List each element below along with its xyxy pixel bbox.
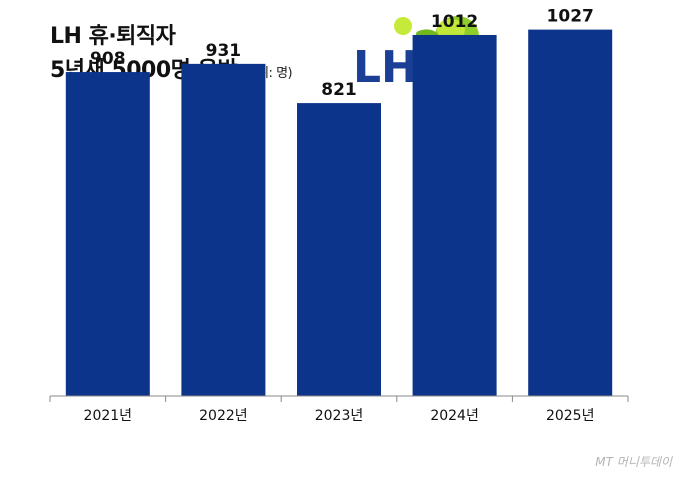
- x-tick-label: 2023년: [315, 408, 364, 424]
- source-credit: MT 머니투데이: [595, 455, 672, 469]
- x-tick-label: 2021년: [84, 408, 133, 424]
- bar-2022년: [181, 63, 266, 396]
- bar-2024년: [412, 34, 497, 397]
- x-tick-label: 2022년: [199, 408, 248, 424]
- bar-2021년: [65, 72, 150, 396]
- x-tick-label: 2025년: [546, 408, 595, 424]
- data-label: 1012: [431, 12, 478, 32]
- chart-title-line1: LH 휴·퇴직자: [50, 24, 176, 49]
- data-label: 908: [90, 49, 126, 69]
- data-label: 931: [206, 41, 242, 61]
- bar-2025년: [528, 29, 613, 397]
- data-label: 1027: [547, 7, 594, 27]
- data-label: 821: [321, 80, 357, 100]
- x-tick-label: 2024년: [430, 408, 479, 424]
- lh-logo-text: LH: [353, 42, 418, 93]
- bar-2023년: [297, 103, 381, 397]
